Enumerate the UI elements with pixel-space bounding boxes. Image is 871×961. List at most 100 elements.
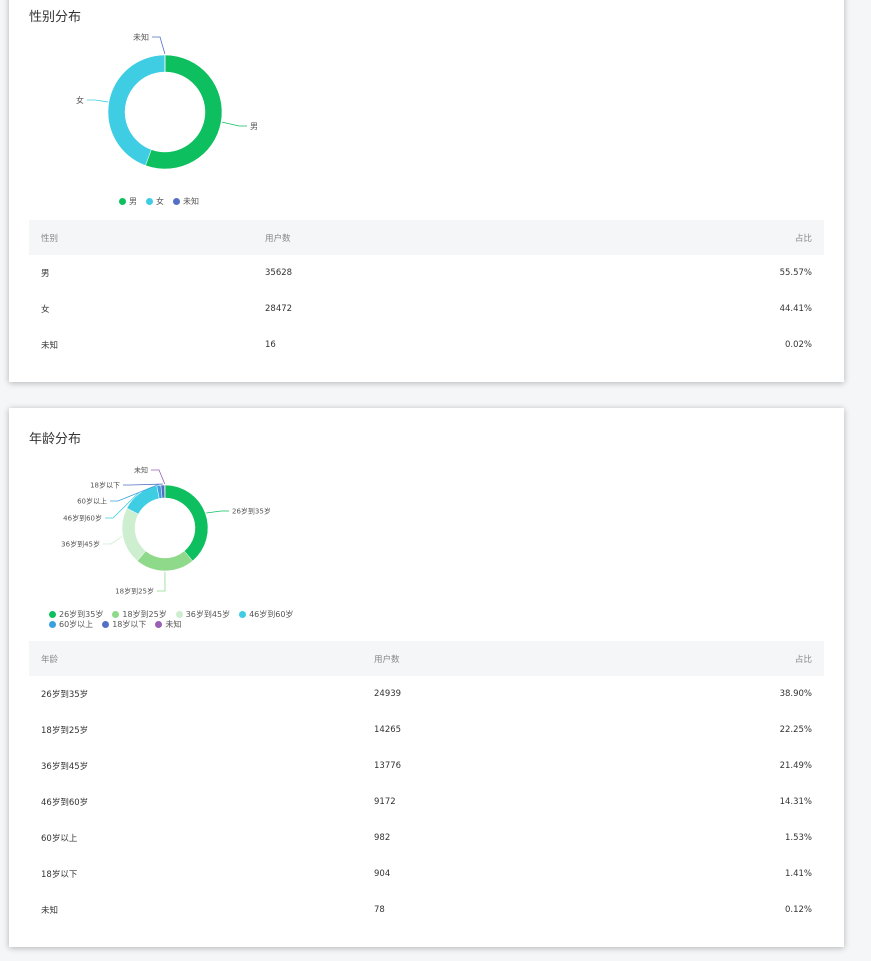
legend-marker: [155, 621, 163, 628]
table-row: 男 35628 55.57%: [29, 255, 824, 291]
label-line-3: [103, 536, 123, 545]
gender-distribution-card: 性别分布 男女未知 男女未知 性别 用户数 占比 男 35628 55.57% …: [9, 0, 844, 382]
slice-label-2: 女: [76, 95, 84, 105]
gender-legend-item-3[interactable]: 未知: [173, 196, 199, 207]
col-header-ratio: 占比: [581, 641, 824, 676]
cell-users: 24939: [374, 689, 402, 699]
legend-label: 18岁以下: [112, 620, 147, 629]
table-row: 26岁到35岁 24939 38.90%: [29, 676, 824, 712]
cell-age: 46岁到60岁: [41, 798, 89, 808]
col-header-users: 用户数: [253, 220, 525, 255]
table-row: 60岁以上 982 1.53%: [29, 820, 824, 856]
cell-ratio: 21.49%: [779, 761, 812, 771]
legend-label: 未知: [183, 197, 199, 206]
label-line-5: [110, 484, 159, 502]
cell-users: 14265: [374, 725, 402, 735]
gender-legend: 男 女 未知: [119, 196, 208, 207]
cell-users: 13776: [374, 761, 402, 771]
slice-label-5: 60岁以上: [77, 496, 107, 505]
age-donut-chart: 26岁到35岁 18岁到25岁 36岁到45岁 46岁到60岁 60岁以上 18岁以下 未知: [9, 458, 309, 608]
gender-legend-item-2[interactable]: 女: [146, 196, 164, 207]
age-legend-item-1[interactable]: 26岁到35岁: [49, 610, 103, 620]
legend-label: 女: [156, 197, 164, 206]
label-line-2: [157, 571, 166, 592]
legend-marker: [49, 621, 56, 628]
legend-label: 26岁到35岁: [59, 610, 104, 619]
slice-label-3: 36岁到45岁: [61, 539, 100, 548]
gender-card-title: 性别分布: [29, 10, 82, 25]
age-legend-item-3[interactable]: 36岁到45岁: [175, 610, 230, 620]
label-line-7: [151, 469, 166, 485]
table-header-row: 年龄 用户数 占比: [29, 641, 824, 676]
age-distribution-card: 年龄分布 26岁到35岁 18岁到25岁 36岁到45岁 46岁到60岁 60岁以上 18…: [9, 408, 844, 947]
slice-label-1: 26岁到35岁: [232, 506, 271, 515]
cell-gender: 未知: [41, 341, 59, 351]
gender-donut-svg: 男 女 未知: [76, 32, 258, 170]
table-row: 18岁以下 904 1.41%: [29, 856, 824, 892]
age-legend-item-7[interactable]: 未知: [155, 620, 181, 630]
cell-users: 35628: [265, 268, 293, 278]
slice-label-2: 18岁到25岁: [115, 586, 154, 595]
cell-gender: 女: [41, 305, 50, 315]
label-line-1: [206, 510, 229, 514]
col-header-gender: 性别: [29, 220, 253, 255]
age-legend: 26岁到35岁 18岁到25岁 36岁到45岁 46岁到60岁 60岁以上 18岁以下 未知: [49, 610, 309, 630]
label-line-4: [105, 492, 139, 519]
table-row: 36岁到45岁 13776 21.49%: [29, 748, 824, 784]
label-line-1: [222, 121, 247, 127]
cell-users: 982: [374, 833, 391, 843]
legend-marker: [175, 611, 183, 618]
age-donut-svg: 26岁到35岁 18岁到25岁 36岁到45岁 46岁到60岁 60岁以上 18岁以下 未知: [61, 465, 271, 595]
label-line-6: [123, 483, 163, 486]
cell-ratio: 44.41%: [779, 304, 812, 314]
donut-slice-1[interactable]: [164, 484, 209, 562]
table-row: 未知 78 0.12%: [29, 892, 824, 928]
cell-ratio: 0.02%: [784, 340, 812, 350]
age-legend-item-2[interactable]: 18岁到25岁: [112, 610, 167, 620]
age-legend-item-6[interactable]: 18岁以下: [102, 620, 146, 630]
age-card-title: 年龄分布: [29, 432, 82, 447]
legend-marker: [112, 611, 120, 618]
legend-label: 46岁到60岁: [249, 610, 294, 619]
legend-label: 男: [129, 197, 137, 206]
age-legend-item-4[interactable]: 46岁到60岁: [239, 610, 293, 620]
col-header-age: 年龄: [29, 641, 362, 676]
donut-slice-2[interactable]: [136, 550, 193, 572]
cell-age: 26岁到35岁: [41, 690, 89, 700]
cell-ratio: 55.57%: [779, 268, 812, 278]
table-row: 未知 16 0.02%: [29, 327, 824, 363]
cell-users: 16: [265, 340, 276, 350]
gender-donut-chart: 男 女 未知: [9, 0, 309, 190]
legend-marker: [173, 198, 180, 205]
cell-age: 36岁到45岁: [41, 762, 89, 772]
gender-table: 性别 用户数 占比 男 35628 55.57% 女 28472 44.41% …: [29, 220, 824, 363]
cell-ratio: 1.41%: [784, 869, 812, 879]
legend-marker: [146, 198, 153, 205]
donut-slice-2[interactable]: [107, 54, 166, 166]
slice-label-1: 男: [250, 122, 258, 131]
slice-label-4: 46岁到60岁: [63, 513, 102, 522]
cell-ratio: 1.53%: [784, 833, 812, 843]
legend-marker: [239, 611, 247, 618]
legend-marker: [49, 611, 56, 618]
label-line-2: [87, 99, 108, 103]
donut-slice-3[interactable]: [121, 507, 147, 562]
cell-age: 未知: [41, 906, 59, 916]
col-header-users: 用户数: [362, 641, 582, 676]
table-header-row: 性别 用户数 占比: [29, 220, 824, 255]
cell-ratio: 14.31%: [779, 797, 812, 807]
table-row: 女 28472 44.41%: [29, 291, 824, 327]
age-legend-item-5[interactable]: 60岁以上: [49, 620, 93, 630]
legend-marker: [102, 621, 110, 628]
cell-ratio: 22.25%: [779, 725, 812, 735]
slice-label-3: 未知: [133, 32, 149, 42]
cell-users: 904: [374, 869, 391, 879]
gender-legend-item-1[interactable]: 男: [119, 196, 137, 207]
legend-label: 未知: [165, 620, 182, 629]
cell-ratio: 0.12%: [784, 905, 812, 915]
donut-slice-1[interactable]: [145, 54, 223, 170]
age-table: 年龄 用户数 占比 26岁到35岁 24939 38.90% 18岁到25岁 1…: [29, 641, 824, 928]
cell-age: 60岁以上: [41, 834, 78, 844]
cell-users: 9172: [374, 797, 396, 807]
cell-users: 78: [374, 905, 385, 915]
